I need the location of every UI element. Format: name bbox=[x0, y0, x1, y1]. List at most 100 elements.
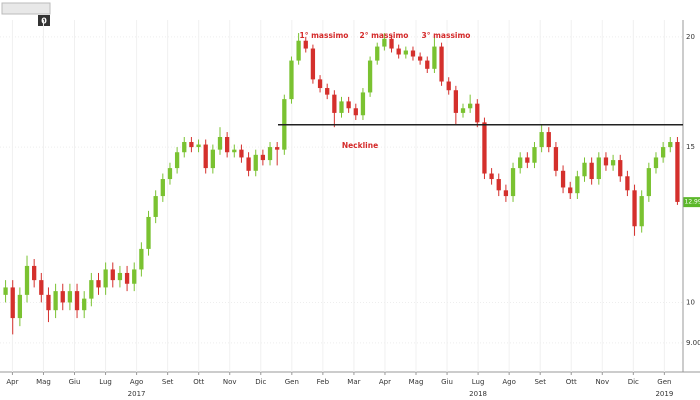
x-tick-label: Dic bbox=[628, 378, 639, 386]
candle-body bbox=[489, 173, 494, 180]
x-tick-label: Mar bbox=[347, 378, 360, 386]
candle-body bbox=[539, 132, 544, 148]
candle-body bbox=[303, 40, 308, 49]
y-tick-label: 9.00 bbox=[686, 339, 700, 347]
year-label: 2017 bbox=[128, 390, 146, 398]
x-tick-label: Feb bbox=[317, 378, 330, 386]
candle-body bbox=[103, 269, 108, 288]
candle-body bbox=[139, 248, 144, 270]
candle-body bbox=[618, 160, 623, 177]
x-tick-label: Ago bbox=[130, 378, 144, 386]
candle-body bbox=[275, 147, 280, 150]
candle-body bbox=[610, 160, 616, 166]
candle-body bbox=[146, 216, 151, 249]
candle-body bbox=[668, 142, 673, 148]
candle-body bbox=[660, 147, 666, 158]
y-tick-label: 15 bbox=[686, 143, 695, 151]
candle-body bbox=[568, 187, 573, 194]
candle-body bbox=[453, 90, 459, 113]
x-tick-label: Mag bbox=[409, 378, 424, 386]
candle-body bbox=[675, 142, 680, 202]
candle-body bbox=[360, 92, 366, 116]
candle-body bbox=[639, 196, 644, 227]
y-tick-label: 10 bbox=[686, 298, 695, 306]
candle-body bbox=[575, 176, 580, 194]
x-tick-label: Lug bbox=[99, 378, 112, 386]
candle-body bbox=[239, 149, 244, 158]
candle-body bbox=[410, 50, 416, 57]
x-tick-label: Dic bbox=[255, 378, 266, 386]
year-label: 2018 bbox=[469, 390, 487, 398]
candle-body bbox=[510, 168, 516, 197]
candle-body bbox=[560, 170, 566, 188]
candle-body bbox=[196, 144, 201, 148]
candle-body bbox=[446, 81, 451, 91]
candle-body bbox=[232, 149, 237, 153]
candle-body bbox=[653, 157, 659, 169]
x-tick-label: Giu bbox=[441, 378, 453, 386]
candle-body bbox=[582, 162, 587, 177]
candle-body bbox=[32, 265, 37, 281]
candle-body bbox=[432, 46, 437, 69]
candle-body bbox=[67, 291, 73, 303]
candle-body bbox=[267, 147, 273, 161]
candle-body bbox=[353, 108, 358, 116]
year-label: 2019 bbox=[655, 390, 673, 398]
candle-body bbox=[389, 38, 394, 49]
candle-body bbox=[174, 152, 180, 169]
candle-body bbox=[110, 269, 115, 281]
candle-body bbox=[260, 154, 266, 161]
candle-body bbox=[182, 142, 187, 153]
candle-body bbox=[96, 280, 101, 288]
candle-body bbox=[546, 132, 551, 148]
candle-body bbox=[167, 168, 173, 180]
x-tick-label: Ago bbox=[502, 378, 516, 386]
candle-body bbox=[89, 280, 94, 299]
candle-body bbox=[332, 94, 337, 113]
x-tick-label: Giu bbox=[69, 378, 81, 386]
annotation: 3° massimo bbox=[422, 31, 471, 40]
candle-body bbox=[553, 147, 559, 171]
candle-body bbox=[525, 157, 530, 163]
candle-body bbox=[367, 60, 373, 93]
candle-body bbox=[603, 157, 609, 166]
candle-body bbox=[325, 88, 330, 95]
annotation: 2° massimo bbox=[360, 31, 409, 40]
x-tick-label: Gen bbox=[285, 378, 299, 386]
candle-body bbox=[439, 46, 444, 82]
candle-body bbox=[496, 179, 501, 191]
candle-body bbox=[460, 108, 466, 113]
candle-body bbox=[468, 103, 473, 109]
neckline-label: Neckline bbox=[342, 141, 378, 150]
candle-body bbox=[210, 149, 215, 169]
candle-body bbox=[46, 294, 51, 311]
candle-body bbox=[475, 103, 480, 123]
candle-body bbox=[317, 79, 323, 89]
toolbar-button[interactable] bbox=[38, 15, 50, 26]
x-tick-label: Ott bbox=[193, 378, 204, 386]
x-tick-label: Apr bbox=[6, 378, 18, 386]
x-tick-label: Nov bbox=[595, 378, 609, 386]
candle-body bbox=[503, 190, 509, 197]
candle-body bbox=[53, 291, 58, 311]
candle-body bbox=[82, 298, 87, 311]
candle-body bbox=[296, 40, 301, 61]
x-tick-label: Apr bbox=[379, 378, 391, 386]
candle-body bbox=[60, 291, 65, 303]
x-tick-label: Set bbox=[162, 378, 174, 386]
candle-body bbox=[246, 157, 251, 171]
candle-body bbox=[632, 190, 637, 227]
annotation: 1° massimo bbox=[300, 31, 349, 40]
candle-body bbox=[625, 176, 630, 191]
candle-body bbox=[646, 168, 651, 197]
x-tick-label: Lug bbox=[472, 378, 485, 386]
candle-body bbox=[346, 101, 351, 109]
candle-body bbox=[403, 50, 408, 55]
toolbar-icons[interactable] bbox=[1, 2, 51, 15]
candle-body bbox=[532, 147, 537, 163]
last-price-label: 12.993 bbox=[685, 199, 700, 206]
candle-body bbox=[74, 291, 80, 311]
candle-body bbox=[24, 265, 30, 295]
candle-body bbox=[289, 60, 294, 100]
